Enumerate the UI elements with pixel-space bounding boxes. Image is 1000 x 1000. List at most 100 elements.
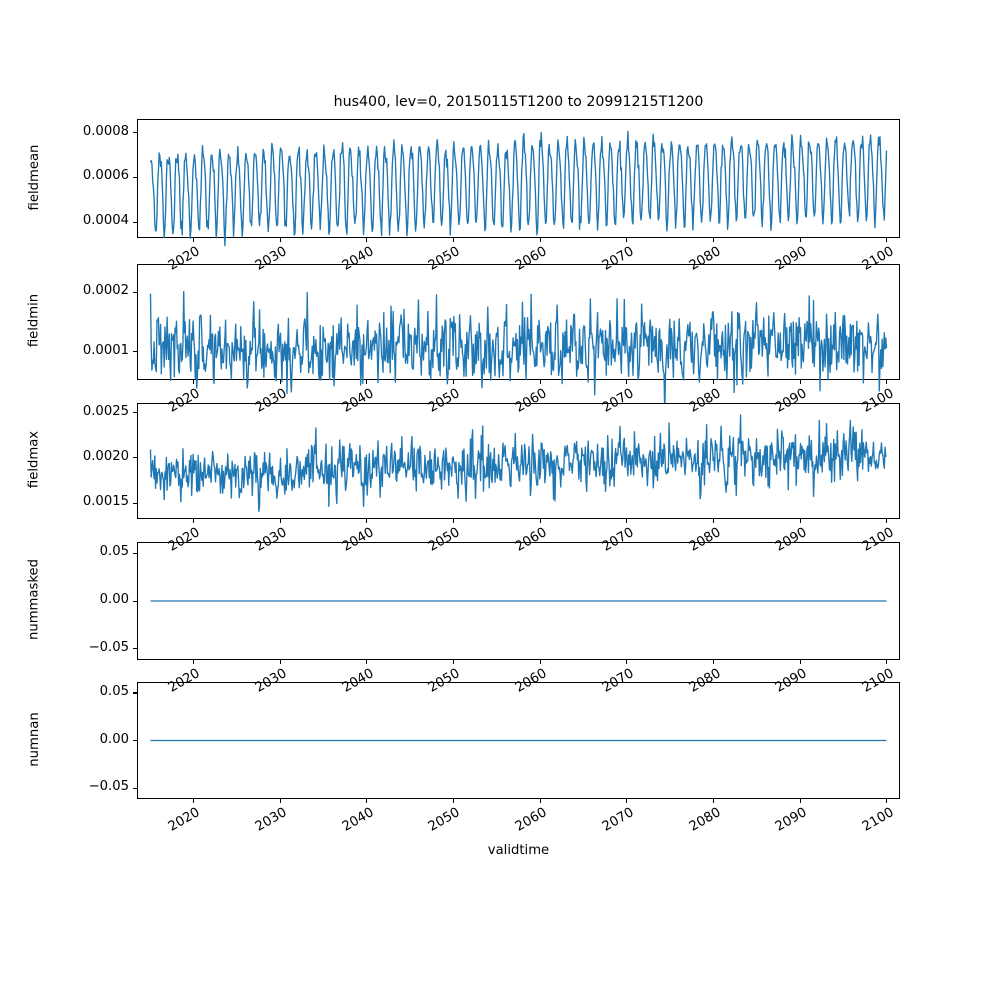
y-tick-mark — [133, 740, 137, 742]
y-tick-label: 0.05 — [99, 683, 129, 699]
x-tick-mark — [713, 380, 715, 384]
x-tick-mark — [279, 380, 281, 384]
y-axis-label-fieldmax: fieldmax — [26, 430, 42, 489]
x-tick-mark — [713, 519, 715, 523]
y-axis-label-nummasked: nummasked — [26, 559, 42, 641]
figure-title: hus400, lev=0, 20150115T1200 to 20991215… — [333, 94, 704, 110]
x-tick-mark — [799, 660, 801, 664]
subplot-fieldmin — [137, 264, 900, 416]
x-tick-mark — [539, 380, 541, 384]
x-tick-mark — [539, 660, 541, 664]
x-tick-mark — [713, 238, 715, 242]
x-tick-mark — [799, 519, 801, 523]
y-tick-mark — [133, 221, 137, 223]
y-tick-label: 0.0004 — [82, 213, 129, 229]
y-tick-label: 0.0020 — [82, 448, 129, 464]
y-axis-label-fieldmean: fieldmean — [26, 144, 42, 210]
x-tick-mark — [452, 519, 455, 523]
x-tick-mark — [886, 238, 888, 242]
x-tick-label: 2060 — [513, 805, 550, 835]
series-nummasked — [150, 600, 887, 602]
x-tick-mark — [452, 380, 455, 384]
x-tick-label: 2080 — [686, 805, 724, 835]
y-tick-label: 0.00 — [99, 731, 129, 747]
series-fieldmin — [149, 290, 888, 416]
y-tick-mark — [133, 132, 137, 134]
y-tick-label: 0.05 — [99, 544, 129, 560]
x-tick-mark — [366, 660, 368, 664]
y-tick-mark — [133, 176, 137, 178]
x-tick-mark — [886, 660, 888, 664]
x-tick-mark — [886, 519, 888, 523]
x-tick-label: 2090 — [773, 805, 810, 835]
y-tick-label: 0.0008 — [82, 123, 129, 139]
x-tick-mark — [366, 799, 368, 803]
y-tick-mark — [133, 291, 137, 293]
y-tick-mark — [133, 787, 137, 789]
x-tick-mark — [799, 799, 801, 803]
x-tick-label: 2040 — [339, 805, 377, 835]
subplot-fieldmax — [137, 403, 900, 519]
x-tick-mark — [279, 519, 281, 523]
x-tick-mark — [626, 660, 628, 664]
y-tick-mark — [133, 600, 137, 602]
subplot-numnan — [137, 682, 900, 799]
x-tick-mark — [452, 238, 455, 242]
y-tick-label: −0.05 — [88, 779, 129, 795]
x-tick-mark — [626, 519, 628, 523]
y-tick-mark — [133, 692, 137, 694]
x-tick-mark — [192, 660, 195, 664]
y-tick-mark — [133, 648, 137, 650]
x-tick-mark — [626, 380, 628, 384]
x-tick-mark — [366, 519, 368, 523]
series-fieldmax — [149, 414, 887, 512]
x-tick-mark — [713, 660, 715, 664]
x-tick-mark — [539, 799, 541, 803]
x-tick-label: 2070 — [599, 805, 637, 835]
y-tick-label: 0.0006 — [82, 168, 129, 184]
x-tick-mark — [799, 238, 801, 242]
x-axis-label: validtime — [487, 843, 550, 858]
x-tick-mark — [279, 238, 281, 242]
series-numnan — [150, 739, 887, 742]
x-tick-mark — [192, 519, 195, 523]
x-tick-mark — [452, 799, 455, 803]
y-tick-mark — [133, 502, 137, 504]
y-tick-label: 0.00 — [99, 592, 129, 607]
subplot-nummasked — [137, 542, 900, 660]
y-tick-label: −0.05 — [88, 639, 129, 655]
x-tick-mark — [192, 238, 195, 242]
x-tick-mark — [539, 238, 541, 242]
x-tick-label: 2050 — [426, 805, 463, 835]
x-tick-mark — [192, 799, 195, 803]
y-tick-mark — [133, 457, 137, 459]
x-tick-mark — [279, 799, 281, 803]
x-tick-mark — [626, 238, 628, 242]
x-tick-label: 2100 — [859, 805, 897, 835]
y-tick-label: 0.0015 — [82, 494, 129, 510]
x-tick-mark — [626, 799, 628, 803]
x-tick-label: 2020 — [166, 805, 203, 835]
y-tick-mark — [133, 351, 137, 353]
x-tick-mark — [886, 380, 888, 384]
x-tick-mark — [279, 660, 281, 664]
x-tick-mark — [799, 380, 801, 384]
subplot-fieldmean — [137, 119, 900, 247]
y-tick-mark — [133, 552, 137, 554]
x-tick-label: 2030 — [253, 805, 290, 835]
x-tick-mark — [886, 799, 888, 803]
y-axis-label-numnan: numnan — [26, 711, 42, 767]
x-tick-mark — [192, 380, 195, 384]
y-tick-label: 0.0001 — [82, 342, 129, 358]
x-tick-mark — [366, 238, 368, 242]
y-tick-label: 0.0025 — [82, 403, 129, 419]
x-tick-mark — [452, 660, 455, 664]
x-tick-mark — [366, 380, 368, 384]
y-tick-mark — [133, 412, 137, 414]
y-tick-label: 0.0002 — [82, 283, 129, 299]
x-tick-mark — [539, 519, 541, 523]
y-axis-label-fieldmin: fieldmin — [26, 293, 42, 348]
x-tick-mark — [713, 799, 715, 803]
series-fieldmean — [149, 130, 888, 247]
